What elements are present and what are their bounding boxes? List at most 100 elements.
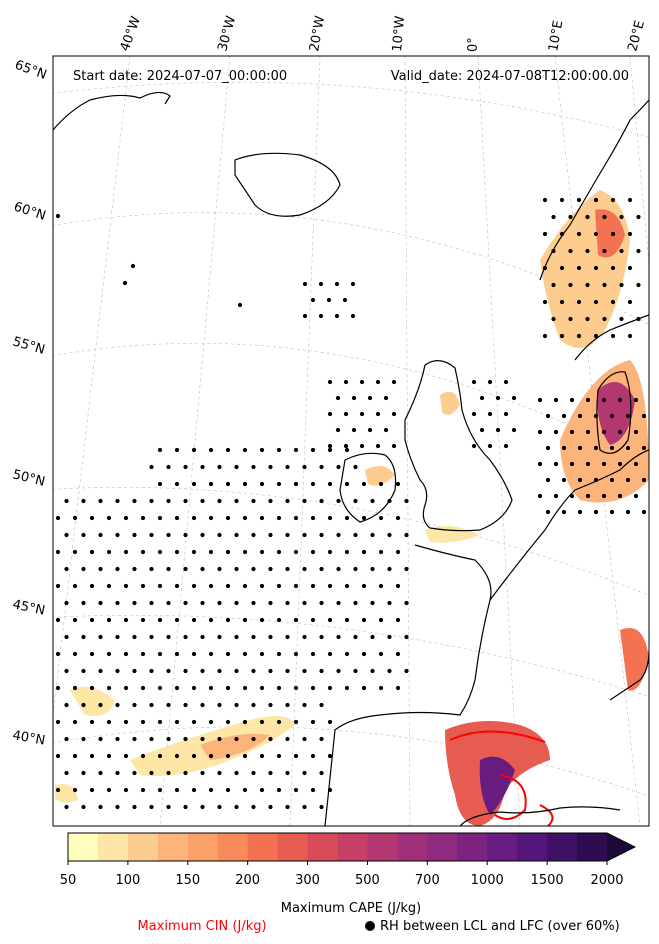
rh-dot (208, 481, 214, 487)
rh-dot (234, 464, 239, 470)
rh-dot (208, 685, 214, 691)
rh-dot (166, 498, 171, 504)
rh-dot (89, 753, 95, 759)
rh-dot (353, 498, 358, 504)
rh-dot (72, 549, 78, 555)
rh-dot (318, 313, 324, 319)
rh-dot (191, 617, 197, 623)
rh-dot (561, 509, 567, 515)
rh-dot (183, 668, 188, 674)
rh-dot (276, 515, 282, 521)
rh-dot (327, 719, 333, 725)
rh-dot (387, 498, 392, 504)
rh-dot (276, 481, 282, 487)
rh-dot (174, 617, 180, 623)
rh-dot (585, 461, 591, 467)
map-frame (52, 55, 650, 827)
rh-dot (174, 651, 180, 657)
rh-dot (310, 685, 316, 691)
colorbar-cell (187, 833, 219, 861)
rh-dot (336, 532, 341, 538)
rh-dot (593, 445, 599, 451)
rh-dot (471, 411, 477, 417)
rh-dot (569, 493, 575, 499)
rh-dot (602, 214, 607, 220)
rh-dot (285, 532, 290, 538)
rh-dot (293, 515, 299, 521)
rh-dot (225, 753, 231, 759)
rh-dot (132, 668, 137, 674)
cin-contour-c (539, 804, 554, 826)
gridline-65n (53, 81, 649, 138)
rh-dot (276, 685, 282, 691)
rh-dot (268, 634, 273, 640)
rh-dot (251, 668, 256, 674)
colorbar-cell (97, 833, 129, 861)
rh-dot (319, 804, 324, 810)
rh-dot (55, 719, 61, 725)
rh-dot (511, 395, 517, 401)
rh-dot (157, 685, 163, 691)
rh-dot (553, 429, 559, 435)
rh-dot (334, 313, 340, 319)
rh-dot (242, 549, 248, 555)
rh-dot (55, 753, 61, 759)
rh-dot (81, 532, 86, 538)
rh-dot (242, 447, 248, 453)
rh-dot (115, 668, 120, 674)
rh-dot (174, 719, 180, 725)
rh-dot (55, 549, 61, 555)
rh-dot (149, 634, 154, 640)
rh-dot (183, 736, 188, 742)
rh-dot (585, 214, 590, 220)
rh-dot (122, 280, 128, 286)
rh-dot (353, 464, 358, 470)
rh-dot (551, 282, 556, 288)
rh-dot (149, 498, 154, 504)
rh-dot (568, 282, 573, 288)
rh-dot (327, 651, 333, 657)
rh-dot (593, 299, 599, 305)
rh-dot (251, 770, 256, 776)
rh-dot (98, 736, 103, 742)
rh-dot (302, 634, 307, 640)
rh-dot (602, 282, 607, 288)
rh-dot (200, 634, 205, 640)
lat-label-65n: 65°N (13, 58, 49, 83)
rh-dot (55, 583, 61, 589)
rh-dot (89, 617, 95, 623)
rh-dot (106, 617, 112, 623)
rh-dot (487, 379, 493, 385)
rh-dot (319, 566, 324, 572)
rh-dot (327, 447, 333, 453)
rh-dot (259, 651, 265, 657)
rh-dot (174, 481, 180, 487)
rh-dot (276, 617, 282, 623)
rh-dot (81, 566, 86, 572)
rh-dot (55, 787, 61, 793)
rh-dot (404, 532, 409, 538)
rh-dot (327, 515, 333, 521)
rh-dot (191, 685, 197, 691)
colorbar-cell (217, 833, 249, 861)
colorbar-cell (457, 833, 488, 861)
rh-dot (183, 634, 188, 640)
rh-dot (225, 515, 231, 521)
rh-dot (64, 736, 69, 742)
rh-dot (378, 651, 384, 657)
colorbar-cell (247, 833, 279, 861)
rh-dot (610, 333, 616, 339)
cin-contours (449, 730, 554, 826)
rh-dot (353, 600, 358, 606)
rh-dot (326, 297, 332, 303)
rh-dot (251, 702, 256, 708)
rh-dot (208, 753, 214, 759)
rh-dot (234, 532, 239, 538)
rh-dot (234, 668, 239, 674)
rh-dot (183, 600, 188, 606)
rh-dot (370, 634, 375, 640)
rh-dot (166, 668, 171, 674)
rh-dot (225, 685, 231, 691)
rh-dot (302, 532, 307, 538)
rh-dot (268, 702, 273, 708)
